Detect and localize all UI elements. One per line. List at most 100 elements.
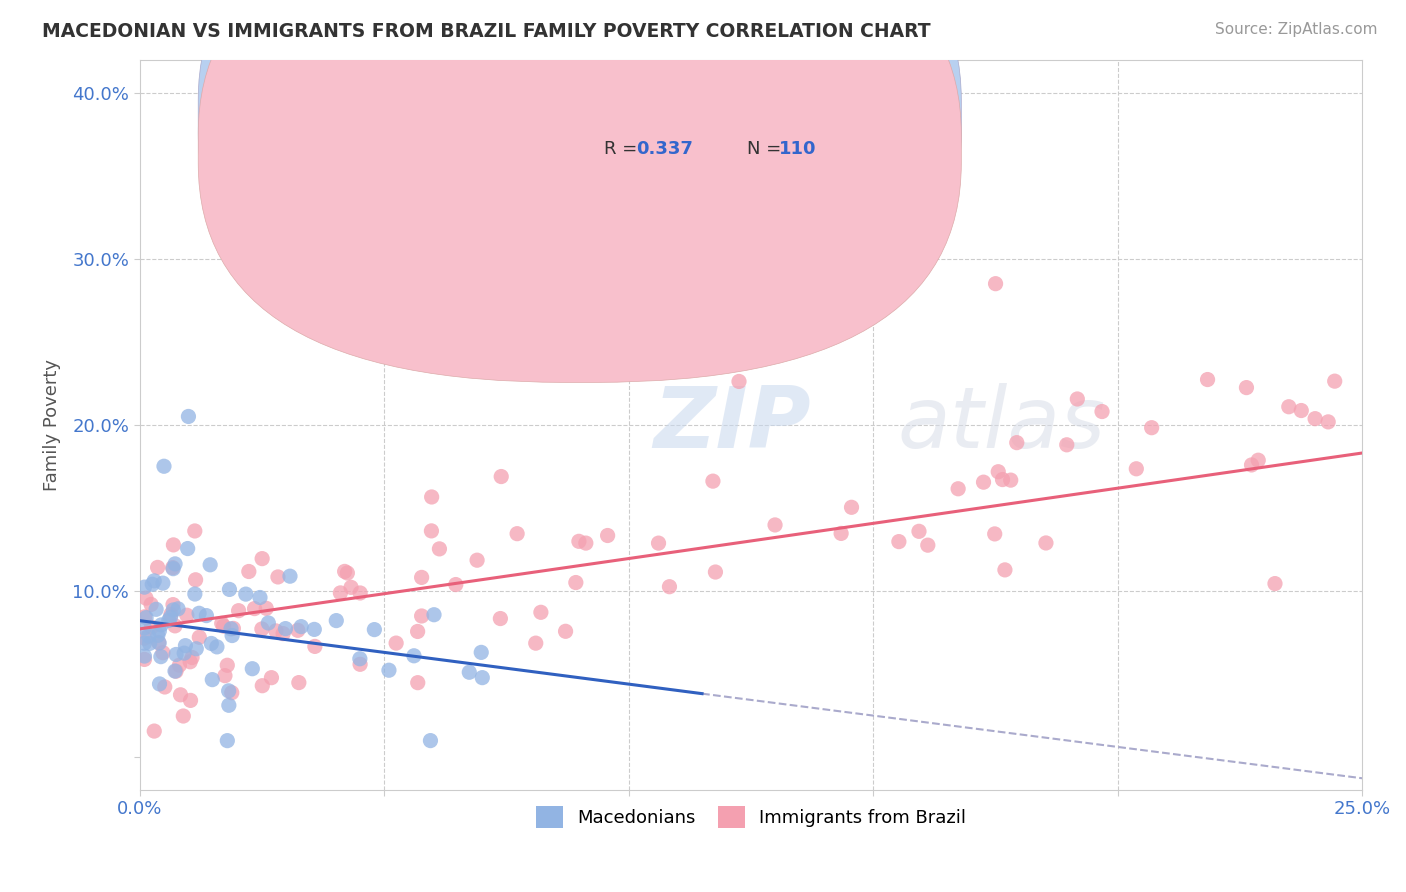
Point [1264, 576, 1286, 591]
Text: R =: R = [605, 108, 643, 126]
Point [184, 587, 207, 601]
Point [152, 576, 174, 591]
Point [238, 565, 260, 579]
Point [143, 724, 166, 739]
Point [188, 607, 211, 621]
Point [162, 598, 184, 612]
Point [596, 528, 619, 542]
Point [195, 608, 218, 623]
Point [506, 526, 529, 541]
Point [728, 375, 751, 389]
Point [148, 636, 170, 650]
Point [184, 573, 207, 587]
Point [138, 629, 160, 643]
Point [173, 646, 195, 660]
Point [160, 607, 183, 622]
Point [1236, 381, 1258, 395]
Point [257, 615, 280, 630]
Point [267, 570, 290, 584]
Point [830, 526, 852, 541]
Point [704, 565, 727, 579]
Text: atlas: atlas [897, 384, 1105, 467]
Point [217, 658, 239, 673]
Point [1066, 392, 1088, 406]
Point [349, 652, 371, 666]
Point [148, 624, 170, 638]
Text: R =: R = [605, 140, 643, 158]
Point [406, 675, 429, 690]
Point [304, 623, 326, 637]
Point [411, 609, 433, 624]
Point [240, 662, 263, 676]
Point [471, 671, 494, 685]
Point [1323, 374, 1346, 388]
Point [470, 645, 492, 659]
Point [658, 580, 681, 594]
Point [349, 657, 371, 672]
Point [138, 636, 160, 650]
Point [141, 620, 163, 634]
Point [188, 630, 211, 644]
Point [134, 621, 156, 635]
Point [176, 608, 198, 623]
Point [304, 640, 326, 654]
Point [917, 538, 939, 552]
Point [162, 562, 184, 576]
Point [333, 565, 356, 579]
Point [554, 624, 576, 639]
Point [134, 649, 156, 664]
Point [146, 560, 169, 574]
Point [174, 639, 197, 653]
Point [148, 635, 170, 649]
Point [186, 641, 208, 656]
Point [1317, 415, 1340, 429]
Point [134, 609, 156, 624]
Point [336, 566, 359, 580]
Point [420, 490, 443, 504]
Point [1091, 404, 1114, 418]
Point [260, 671, 283, 685]
Point [254, 601, 277, 615]
Point [149, 649, 172, 664]
Point [169, 658, 191, 673]
Point [991, 473, 1014, 487]
Point [946, 482, 969, 496]
Point [987, 465, 1010, 479]
Point [143, 574, 166, 588]
Point [250, 551, 273, 566]
Point [152, 646, 174, 660]
Point [288, 675, 311, 690]
Point [219, 622, 242, 636]
Point [243, 601, 266, 615]
Point [983, 527, 1005, 541]
Point [378, 663, 401, 677]
Point [159, 610, 181, 624]
Point [179, 655, 201, 669]
Point [702, 474, 724, 488]
Point [647, 536, 669, 550]
Point [163, 664, 186, 678]
Point [565, 575, 588, 590]
Point [349, 586, 371, 600]
Point [139, 598, 162, 612]
Point [271, 626, 294, 640]
Point [994, 563, 1017, 577]
Point [423, 607, 446, 622]
Point [250, 622, 273, 636]
Point [1005, 435, 1028, 450]
Point [176, 541, 198, 556]
Point [887, 534, 910, 549]
Point [135, 591, 157, 606]
Point [973, 475, 995, 490]
Point [340, 580, 363, 594]
Point [1291, 403, 1313, 417]
Point [287, 624, 309, 638]
Point [145, 602, 167, 616]
Point [363, 623, 385, 637]
Point [382, 161, 405, 175]
Point [221, 628, 243, 642]
Text: 0.337: 0.337 [636, 140, 693, 158]
Point [200, 636, 222, 650]
Point [429, 541, 451, 556]
Point [141, 577, 163, 591]
